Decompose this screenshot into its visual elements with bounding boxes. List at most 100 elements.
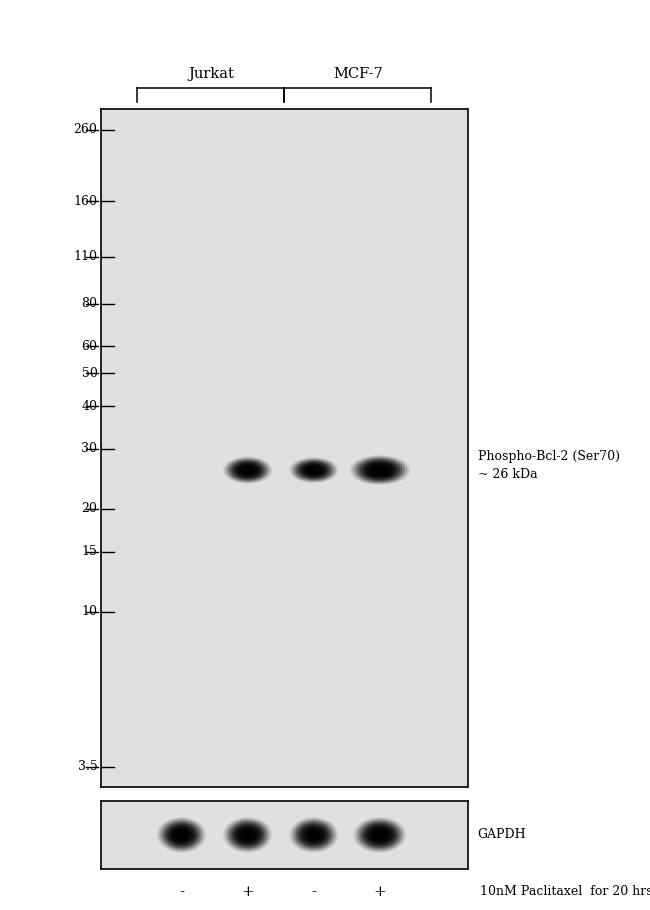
Polygon shape	[292, 459, 335, 481]
Polygon shape	[358, 460, 402, 480]
Polygon shape	[353, 457, 407, 483]
Polygon shape	[378, 834, 382, 836]
Polygon shape	[231, 461, 264, 479]
Polygon shape	[376, 832, 384, 838]
Polygon shape	[298, 824, 330, 846]
Polygon shape	[306, 829, 322, 841]
Polygon shape	[172, 828, 192, 842]
Polygon shape	[177, 832, 185, 838]
Polygon shape	[363, 824, 397, 846]
Text: 10: 10	[81, 605, 98, 618]
Polygon shape	[375, 468, 385, 472]
Text: ~ 26 kDa: ~ 26 kDa	[478, 469, 538, 481]
Text: 60: 60	[81, 340, 98, 353]
Text: -: -	[311, 885, 317, 899]
Text: 20: 20	[82, 502, 98, 515]
Polygon shape	[308, 831, 320, 839]
Text: +: +	[241, 885, 254, 899]
Polygon shape	[307, 467, 320, 473]
Polygon shape	[238, 828, 257, 842]
Polygon shape	[302, 826, 326, 844]
Text: Phospho-Bcl-2 (Ser70): Phospho-Bcl-2 (Ser70)	[478, 450, 619, 463]
Text: 3.5: 3.5	[78, 761, 98, 774]
Polygon shape	[224, 818, 272, 852]
Text: 15: 15	[82, 545, 98, 558]
Polygon shape	[233, 825, 261, 844]
Polygon shape	[238, 465, 257, 476]
Polygon shape	[227, 821, 268, 849]
Polygon shape	[294, 821, 333, 849]
Polygon shape	[369, 828, 391, 842]
Polygon shape	[234, 462, 262, 478]
Polygon shape	[226, 819, 270, 851]
Polygon shape	[226, 459, 270, 482]
Polygon shape	[242, 467, 254, 473]
Polygon shape	[300, 825, 328, 844]
Polygon shape	[356, 819, 404, 851]
Polygon shape	[290, 458, 337, 482]
Polygon shape	[246, 469, 250, 471]
Polygon shape	[174, 829, 190, 841]
Polygon shape	[162, 821, 202, 849]
Text: 50: 50	[82, 367, 98, 380]
Polygon shape	[368, 464, 392, 476]
Polygon shape	[372, 467, 387, 474]
Polygon shape	[246, 834, 250, 836]
Polygon shape	[170, 826, 194, 844]
Polygon shape	[224, 458, 272, 483]
Polygon shape	[227, 460, 268, 480]
Polygon shape	[166, 824, 198, 846]
Polygon shape	[356, 459, 404, 482]
Polygon shape	[231, 824, 264, 846]
Text: GAPDH: GAPDH	[478, 828, 526, 842]
Polygon shape	[360, 460, 400, 480]
Polygon shape	[242, 831, 254, 839]
Polygon shape	[229, 460, 266, 480]
Polygon shape	[244, 468, 252, 472]
Polygon shape	[236, 464, 259, 477]
Polygon shape	[298, 462, 330, 479]
Polygon shape	[310, 468, 318, 472]
Polygon shape	[310, 832, 318, 838]
Polygon shape	[290, 818, 337, 852]
Polygon shape	[236, 826, 259, 844]
Polygon shape	[300, 463, 328, 478]
Polygon shape	[363, 462, 397, 479]
Polygon shape	[164, 822, 200, 848]
Polygon shape	[240, 466, 255, 474]
Polygon shape	[358, 821, 402, 849]
Polygon shape	[240, 829, 255, 841]
Polygon shape	[302, 464, 326, 476]
Text: 160: 160	[73, 195, 98, 207]
Polygon shape	[157, 818, 205, 852]
Polygon shape	[365, 463, 395, 477]
Polygon shape	[176, 831, 188, 839]
Text: 260: 260	[73, 123, 98, 136]
Text: 30: 30	[81, 442, 98, 456]
Polygon shape	[371, 829, 389, 841]
Polygon shape	[370, 465, 390, 475]
Polygon shape	[361, 822, 399, 848]
Polygon shape	[367, 826, 393, 844]
Polygon shape	[304, 828, 324, 842]
Polygon shape	[296, 461, 332, 480]
Text: 40: 40	[81, 399, 98, 413]
Text: MCF-7: MCF-7	[333, 67, 383, 81]
Polygon shape	[160, 819, 203, 851]
Polygon shape	[168, 825, 196, 844]
Text: -: -	[179, 885, 184, 899]
Polygon shape	[374, 831, 386, 839]
Text: 80: 80	[81, 298, 98, 310]
Polygon shape	[350, 456, 410, 484]
Text: Jurkat: Jurkat	[188, 67, 234, 81]
Polygon shape	[229, 822, 266, 848]
Polygon shape	[312, 470, 316, 471]
Polygon shape	[292, 819, 335, 851]
Polygon shape	[312, 834, 316, 836]
Polygon shape	[304, 465, 324, 475]
Text: +: +	[374, 885, 386, 899]
Polygon shape	[354, 818, 406, 852]
Polygon shape	[244, 832, 252, 838]
Polygon shape	[378, 469, 382, 471]
Text: 10nM Paclitaxel  for 20 hrs: 10nM Paclitaxel for 20 hrs	[480, 885, 650, 898]
